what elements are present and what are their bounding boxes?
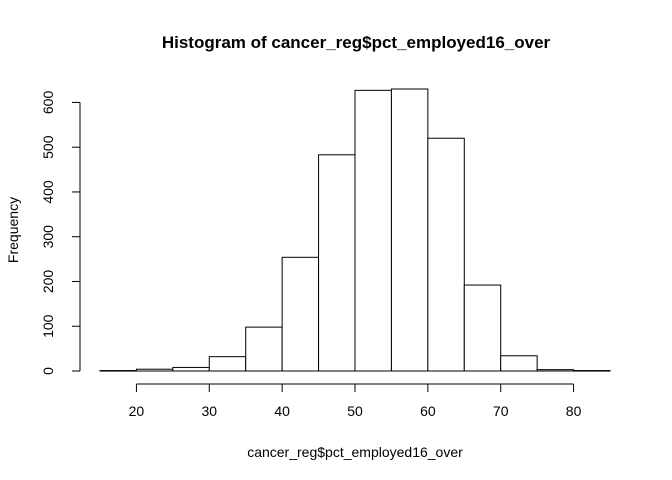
- histogram-bar: [208, 356, 247, 372]
- x-tick-label: 80: [566, 403, 582, 419]
- histogram-bars: [99, 88, 611, 372]
- histogram-bar: [354, 89, 392, 372]
- histogram-bar: [135, 368, 174, 372]
- y-axis-label: Frequency: [5, 197, 21, 263]
- histogram-bar: [99, 370, 137, 372]
- y-tick-label: 200: [40, 270, 56, 294]
- histogram-bar: [573, 370, 611, 372]
- histogram-bar: [245, 326, 283, 372]
- x-axis-label: cancer_reg$pct_employed16_over: [247, 444, 463, 460]
- histogram-bar: [463, 284, 502, 372]
- y-tick-label: 500: [40, 135, 56, 159]
- y-tick-label: 600: [40, 91, 56, 115]
- y-axis: 0 100 200 300 400 500 600: [40, 91, 81, 375]
- x-tick-label: 30: [201, 403, 217, 419]
- x-tick-label: 20: [129, 403, 145, 419]
- x-tick-label: 40: [274, 403, 290, 419]
- x-tick-label: 60: [420, 403, 436, 419]
- histogram-bar: [281, 256, 320, 372]
- histogram-bar: [500, 355, 538, 372]
- histogram-bar: [536, 369, 575, 372]
- histogram-bar: [390, 88, 429, 372]
- x-axis: 20 30 40 50 60 70 80: [129, 383, 582, 419]
- y-tick-label: 400: [40, 180, 56, 204]
- x-tick-label: 50: [347, 403, 363, 419]
- y-tick-label: 0: [40, 367, 56, 375]
- y-tick-label: 100: [40, 314, 56, 338]
- histogram-bar: [172, 366, 210, 372]
- y-tick-label: 300: [40, 225, 56, 249]
- x-tick-label: 70: [493, 403, 509, 419]
- chart-title: Histogram of cancer_reg$pct_employed16_o…: [162, 33, 551, 52]
- histogram-bar: [427, 137, 465, 372]
- histogram-bar: [318, 154, 356, 372]
